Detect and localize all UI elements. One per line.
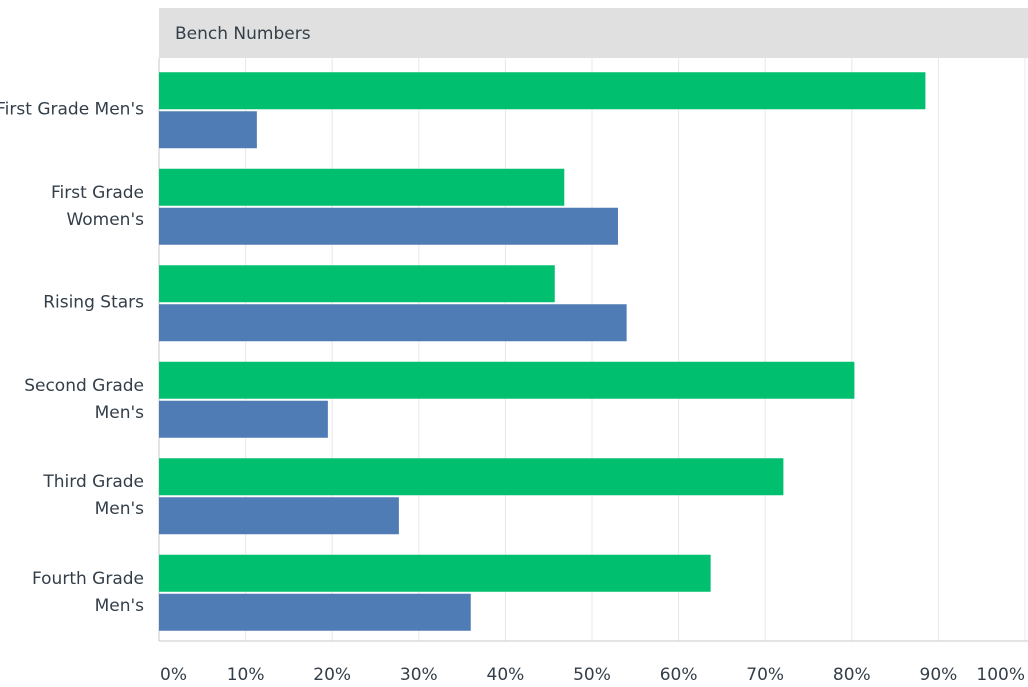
- x-tick-label: 90%: [920, 665, 958, 685]
- y-tick-label: Second Grade Men's: [24, 375, 144, 423]
- bar: [159, 400, 328, 438]
- x-tick-label: 10%: [227, 665, 265, 685]
- bar: [159, 304, 627, 342]
- x-tick-label: 70%: [746, 665, 784, 685]
- x-tick-label: 40%: [487, 665, 525, 685]
- x-tick-label: 20%: [313, 665, 351, 685]
- x-tick-label: 100%: [976, 665, 1025, 685]
- x-tick-label: 80%: [833, 665, 871, 685]
- bar: [159, 207, 618, 245]
- bar: [159, 168, 565, 206]
- bar: [159, 111, 257, 149]
- x-tick-label: 0%: [160, 665, 187, 685]
- y-tick-label: First Grade Women's: [50, 182, 144, 230]
- bar: [159, 361, 855, 399]
- bar: [159, 72, 926, 110]
- bar: [159, 265, 555, 303]
- bar: [159, 593, 471, 631]
- x-tick-label: 60%: [660, 665, 698, 685]
- y-tick-label: Fourth Grade Men's: [31, 568, 144, 616]
- bar: [159, 458, 784, 496]
- x-tick-label: 50%: [573, 665, 611, 685]
- header-band: [159, 8, 1028, 58]
- x-tick-label: 30%: [400, 665, 438, 685]
- bar: [159, 497, 399, 535]
- chart-title: Bench Numbers: [175, 24, 311, 44]
- y-tick-label: Rising Stars: [43, 292, 144, 313]
- y-tick-label: First Grade Men's: [0, 99, 144, 120]
- y-tick-label: Third Grade Men's: [43, 472, 144, 520]
- bar: [159, 554, 711, 592]
